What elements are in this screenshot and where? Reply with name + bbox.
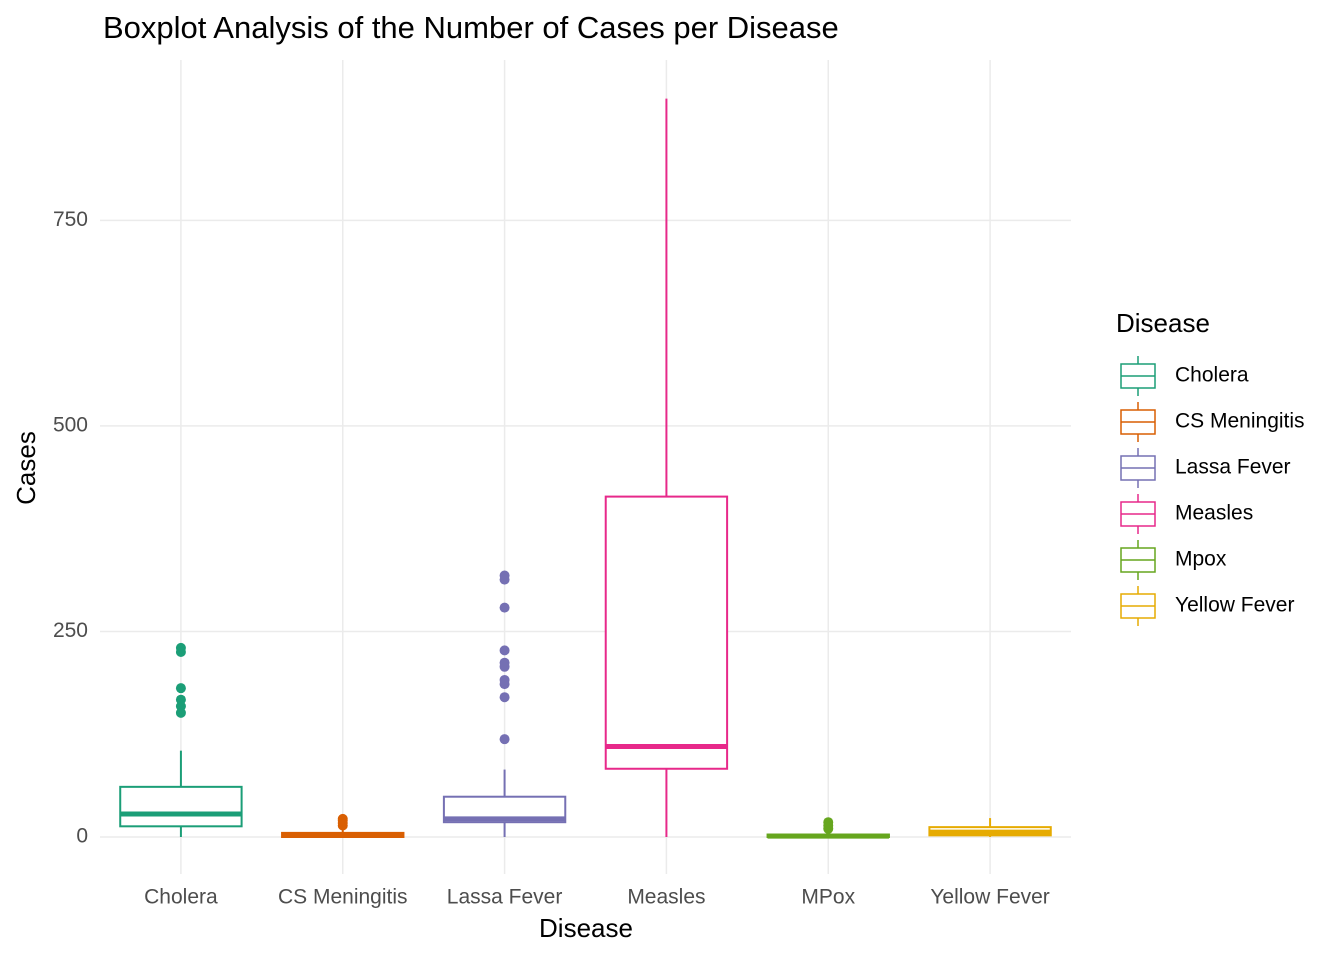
legend-label: Mpox [1175, 548, 1227, 571]
legend-label: Measles [1175, 502, 1253, 525]
outlier [499, 645, 510, 656]
outlier [337, 813, 348, 824]
outlier [499, 679, 510, 690]
x-tick-label: Measles [627, 886, 705, 909]
x-axis-title: Disease [539, 913, 633, 943]
outlier [499, 661, 510, 672]
x-tick-label: Cholera [144, 886, 218, 909]
y-tick-label: 750 [53, 208, 88, 231]
box [119, 785, 243, 828]
outlier [499, 574, 510, 585]
legend-label: CS Meningitis [1175, 410, 1305, 433]
box [604, 495, 729, 770]
x-tick-label: Lassa Fever [447, 886, 563, 909]
y-tick-label: 500 [53, 413, 88, 436]
y-tick-label: 250 [53, 619, 88, 642]
legend-label: Yellow Fever [1175, 594, 1294, 617]
outlier [823, 817, 834, 828]
outlier [499, 734, 510, 745]
outlier [175, 707, 186, 718]
outlier [499, 602, 510, 613]
outlier [175, 683, 186, 694]
outlier [499, 692, 510, 703]
x-tick-label: CS Meningitis [278, 886, 408, 909]
outlier [175, 647, 186, 657]
y-tick-label: 0 [76, 825, 88, 848]
chart-title: Boxplot Analysis of the Number of Cases … [103, 10, 839, 45]
y-axis-title: Cases [11, 431, 41, 505]
x-tick-label: MPox [801, 886, 855, 909]
legend-title: Disease [1116, 308, 1210, 338]
legend-label: Cholera [1175, 364, 1249, 387]
x-tick-label: Yellow Fever [930, 886, 1049, 909]
legend-label: Lassa Fever [1175, 456, 1291, 479]
